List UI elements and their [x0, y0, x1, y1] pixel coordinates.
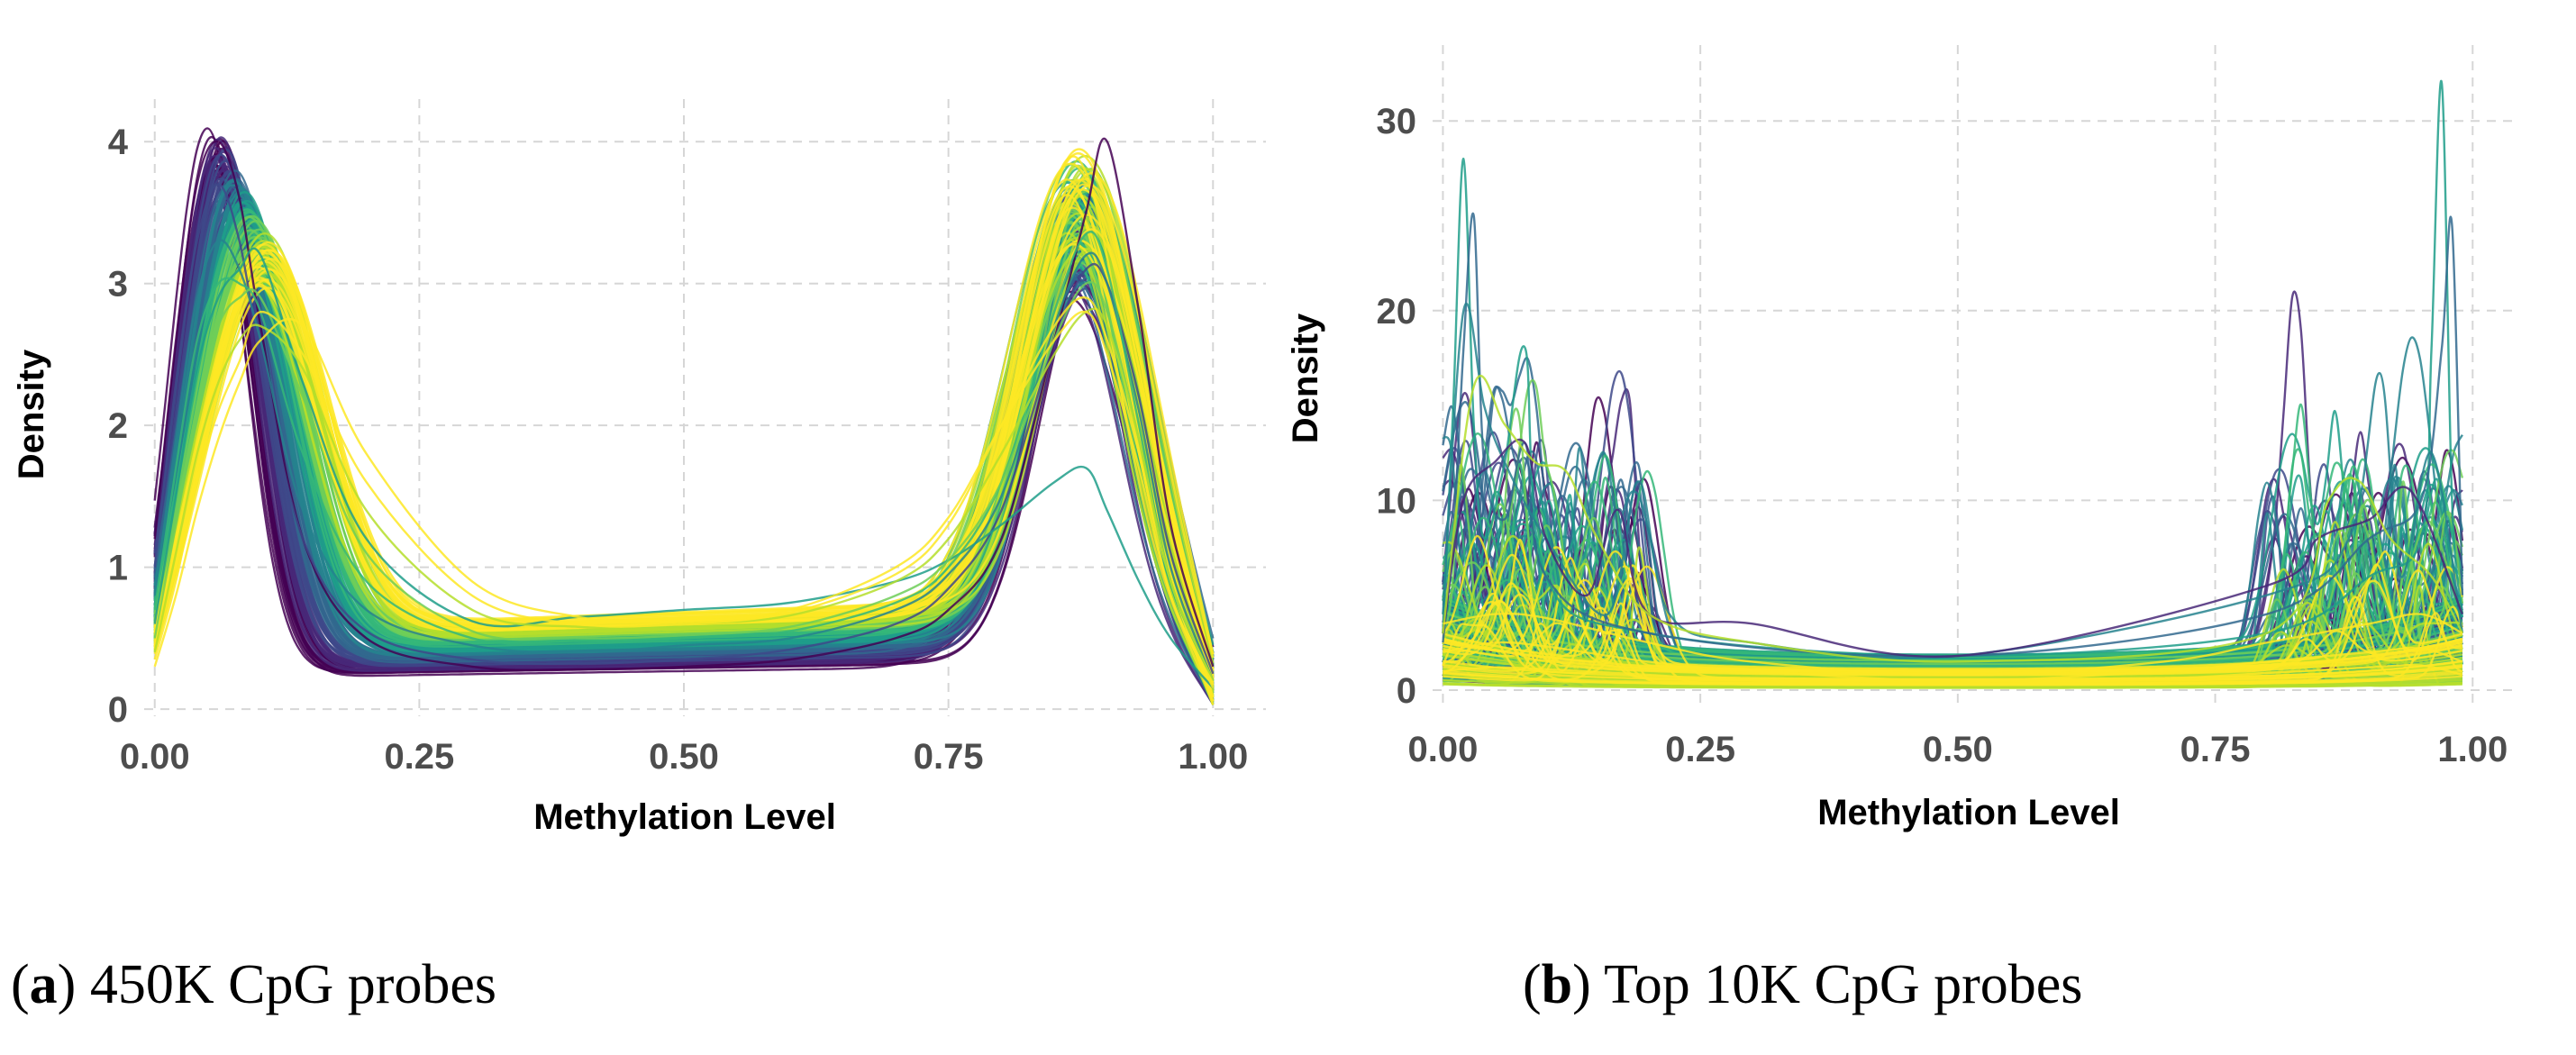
- y-tick-label-0: 0: [1397, 671, 1416, 711]
- panel-b-x-axis-label: Methylation Level: [1817, 793, 2120, 832]
- panel-b-curves: [1443, 81, 2462, 688]
- x-tick-label-3: 0.75: [2180, 730, 2251, 769]
- x-tick-label-4: 1.00: [1178, 737, 1248, 777]
- panel-b-y-axis-label: Density: [1286, 313, 1325, 443]
- x-tick-label-1: 0.25: [384, 737, 454, 777]
- caption-b-letter: b: [1542, 954, 1572, 1015]
- panel-a-density-plot: 0.00 0.25 0.50 0.75 1.00 0 1 2 3 4 Methylation L…: [12, 99, 1266, 837]
- x-tick-label-4: 1.00: [2437, 730, 2508, 769]
- y-tick-label-1: 10: [1377, 481, 1417, 521]
- caption-b-text: Top 10K CpG probes: [1604, 954, 2082, 1015]
- y-tick-label-2: 2: [108, 406, 128, 446]
- caption-a-letter: a: [30, 954, 58, 1015]
- panel-a-x-axis-label: Methylation Level: [533, 797, 836, 837]
- y-tick-label-2: 20: [1377, 292, 1417, 332]
- caption-a-text: 450K CpG probes: [90, 954, 496, 1015]
- x-tick-label-2: 0.50: [649, 737, 719, 777]
- panel-b-density-plot: 0.00 0.25 0.50 0.75 1.00 0 10 20 30 Methylation…: [1286, 45, 2514, 832]
- panel-b-y-ticks: 0 10 20 30: [1377, 102, 1417, 711]
- x-tick-label-0: 0.00: [1407, 730, 1478, 769]
- y-tick-label-1: 1: [108, 549, 128, 588]
- panel-a-x-ticks: 0.00 0.25 0.50 0.75 1.00: [120, 737, 1248, 777]
- panel-a-y-axis-label: Density: [12, 349, 51, 479]
- y-tick-label-3: 30: [1377, 102, 1417, 141]
- x-tick-label-2: 0.50: [1923, 730, 1993, 769]
- y-tick-label-0: 0: [108, 690, 128, 730]
- caption-b: (b) Top 10K CpG probes: [1523, 953, 2082, 1017]
- panel-a-y-ticks: 0 1 2 3 4: [108, 123, 129, 730]
- y-tick-label-4: 4: [108, 123, 129, 162]
- x-tick-label-3: 0.75: [914, 737, 984, 777]
- y-tick-label-3: 3: [108, 265, 128, 305]
- caption-a: (a) 450K CpG probes: [11, 953, 496, 1017]
- x-tick-label-1: 0.25: [1665, 730, 1735, 769]
- x-tick-label-0: 0.00: [120, 737, 190, 777]
- panel-b-x-ticks: 0.00 0.25 0.50 0.75 1.00: [1407, 730, 2508, 769]
